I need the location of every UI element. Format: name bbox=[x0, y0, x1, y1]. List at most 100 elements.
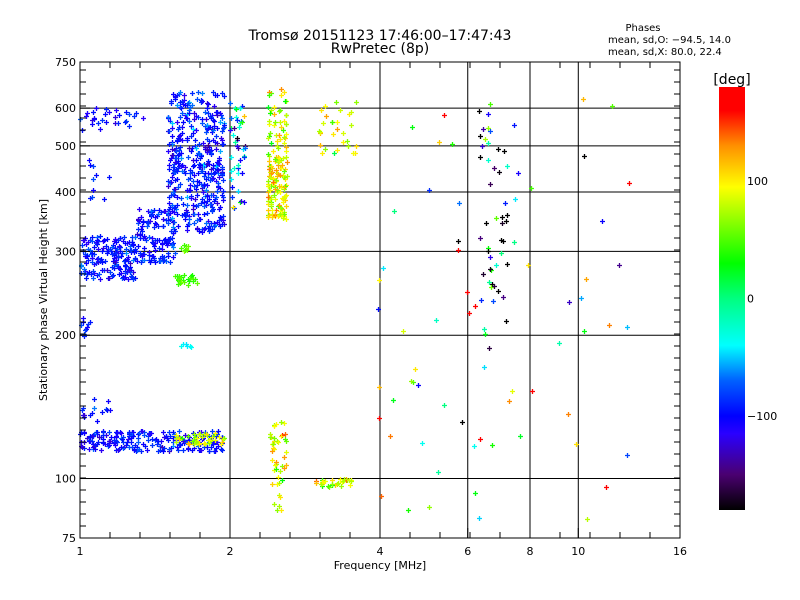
data-point bbox=[507, 399, 512, 404]
data-point bbox=[335, 120, 340, 125]
data-point bbox=[284, 113, 289, 118]
data-point bbox=[406, 508, 411, 513]
data-point bbox=[126, 437, 131, 442]
data-point bbox=[142, 433, 147, 438]
colorbar-label: [deg] bbox=[713, 72, 750, 88]
data-point bbox=[220, 448, 225, 453]
data-point bbox=[494, 216, 499, 221]
data-point bbox=[228, 128, 233, 133]
data-point bbox=[147, 235, 152, 240]
data-point bbox=[473, 491, 478, 496]
data-point bbox=[174, 436, 179, 441]
data-point bbox=[91, 164, 96, 169]
data-point bbox=[437, 140, 442, 145]
data-point bbox=[229, 169, 234, 174]
data-point bbox=[177, 429, 182, 434]
data-point bbox=[217, 435, 222, 440]
data-point bbox=[526, 263, 531, 268]
y-axis-label: Stationary phase Virtual Height [km] bbox=[37, 199, 50, 401]
data-point bbox=[212, 124, 217, 129]
data-point bbox=[192, 212, 197, 217]
data-point bbox=[170, 243, 175, 248]
x-tick-label: 1 bbox=[77, 545, 84, 558]
data-point bbox=[191, 431, 196, 436]
data-point bbox=[488, 182, 493, 187]
data-point bbox=[167, 163, 172, 168]
data-point bbox=[486, 158, 491, 163]
data-point bbox=[323, 479, 328, 484]
data-point bbox=[194, 114, 199, 119]
data-point bbox=[126, 267, 131, 272]
data-point bbox=[186, 155, 191, 160]
data-point bbox=[105, 237, 110, 242]
data-point bbox=[198, 163, 203, 168]
data-point bbox=[171, 255, 176, 260]
data-point bbox=[103, 259, 108, 264]
data-point bbox=[187, 119, 192, 124]
data-point bbox=[179, 106, 184, 111]
data-point bbox=[154, 222, 159, 227]
data-point bbox=[282, 119, 287, 124]
data-point bbox=[213, 140, 218, 145]
data-point bbox=[92, 117, 97, 122]
data-point bbox=[625, 453, 630, 458]
data-point bbox=[271, 149, 276, 154]
data-point bbox=[267, 174, 272, 179]
data-point bbox=[101, 239, 106, 244]
data-point bbox=[101, 437, 106, 442]
data-point bbox=[278, 120, 283, 125]
data-point bbox=[190, 448, 195, 453]
data-point bbox=[582, 329, 587, 334]
data-point bbox=[284, 463, 289, 468]
data-point bbox=[276, 204, 281, 209]
data-point bbox=[211, 176, 216, 181]
data-point bbox=[504, 219, 509, 224]
data-point bbox=[210, 227, 215, 232]
data-point bbox=[87, 439, 92, 444]
data-point bbox=[269, 202, 274, 207]
data-point bbox=[114, 240, 119, 245]
data-point bbox=[349, 123, 354, 128]
data-point bbox=[202, 204, 207, 209]
data-point bbox=[171, 92, 176, 97]
data-point bbox=[175, 195, 180, 200]
data-point bbox=[161, 449, 166, 454]
data-point bbox=[166, 254, 171, 259]
data-point bbox=[169, 180, 174, 185]
data-point bbox=[192, 111, 197, 116]
data-point bbox=[314, 481, 319, 486]
data-point bbox=[176, 277, 181, 282]
data-point bbox=[282, 141, 287, 146]
data-point bbox=[201, 190, 206, 195]
data-point bbox=[211, 442, 216, 447]
data-point bbox=[222, 436, 227, 441]
data-point bbox=[279, 508, 284, 513]
data-point bbox=[585, 517, 590, 522]
data-point bbox=[457, 201, 462, 206]
data-point bbox=[191, 279, 196, 284]
data-point bbox=[235, 118, 240, 123]
data-point bbox=[90, 235, 95, 240]
data-point bbox=[283, 184, 288, 189]
data-point bbox=[487, 280, 492, 285]
data-point bbox=[204, 177, 209, 182]
data-point bbox=[113, 115, 118, 120]
data-point bbox=[483, 137, 488, 142]
data-point bbox=[127, 124, 132, 129]
data-point bbox=[270, 458, 275, 463]
data-point bbox=[168, 236, 173, 241]
data-point bbox=[490, 443, 495, 448]
data-point bbox=[131, 434, 136, 439]
data-point bbox=[278, 108, 283, 113]
data-point bbox=[222, 94, 227, 99]
data-point bbox=[96, 256, 101, 261]
data-point bbox=[103, 112, 108, 117]
data-point bbox=[269, 164, 274, 169]
data-point bbox=[195, 97, 200, 102]
data-point bbox=[166, 115, 171, 120]
data-point bbox=[147, 250, 152, 255]
data-point bbox=[486, 126, 491, 131]
data-point bbox=[186, 244, 191, 249]
data-point bbox=[177, 125, 182, 130]
data-point bbox=[92, 406, 97, 411]
